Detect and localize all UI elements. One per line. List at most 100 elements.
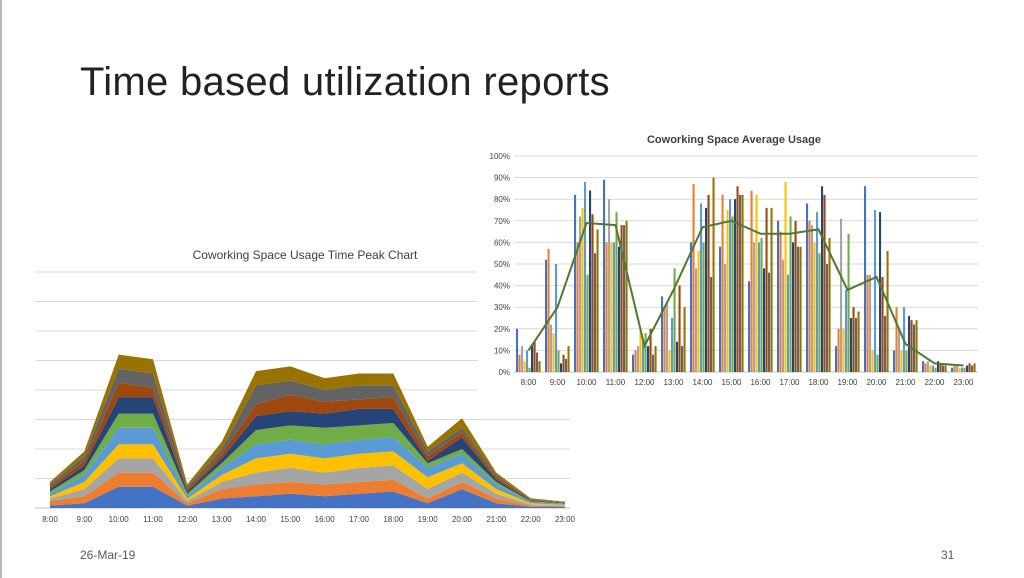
footer-date: 26-Mar-19 [80,548,136,562]
bar [741,194,744,372]
bar [707,194,710,372]
x-tick-label: 23:00 [555,515,576,524]
bar [620,225,623,372]
bar [760,238,763,372]
bar [523,361,526,372]
bar [721,194,724,372]
bar [576,242,579,372]
bar [712,177,715,372]
x-tick-label: 16:00 [750,378,771,387]
bar [753,242,756,372]
x-tick-label: 20:00 [866,378,887,387]
bar [924,363,927,372]
x-tick-label: 9:00 [77,515,93,524]
bar [900,350,903,372]
bar [850,318,853,372]
bar [673,268,676,372]
area-series-6 [50,413,565,504]
bar [697,251,700,372]
bar [557,350,560,372]
bar [855,318,858,372]
bar [905,350,908,372]
bar [755,194,758,372]
bar [908,315,911,372]
bar [968,363,971,372]
bar [726,210,729,372]
bar [666,302,669,372]
y-tick-label: 70% [494,217,510,226]
area-series-1 [50,486,565,508]
bar [661,296,664,372]
area-series-2 [50,472,565,507]
x-tick-label: 16:00 [315,515,336,524]
bar [922,361,925,372]
bar [864,186,867,372]
slide-title: Time based utilization reports [80,60,610,104]
bar [516,328,519,372]
bar [777,220,780,372]
bar [692,184,695,372]
bar [637,346,640,372]
bar [852,307,855,372]
bar [649,328,652,372]
bar [953,365,956,372]
bar [596,229,599,372]
bar [608,199,611,372]
bar [605,242,608,372]
x-tick-label: 8:00 [521,378,537,387]
bar [973,363,976,372]
bar [729,199,732,372]
bar [654,346,657,372]
bar [811,225,814,372]
y-tick-label: 20% [494,325,510,334]
area-series-7 [50,397,565,504]
bar [567,346,570,372]
bar [971,365,974,372]
bar [647,346,650,372]
bar [719,246,722,372]
bar [663,307,666,372]
bar [702,242,705,372]
average-usage-chart: Coworking Space Average Usage 0% 10% 20% 30… [478,126,990,394]
y-tick-label: 10% [494,346,510,355]
x-tick-label: 15:00 [280,515,301,524]
bar [797,246,800,372]
bar [536,352,539,372]
bar [565,359,568,372]
bar [591,214,594,372]
bar [547,248,550,372]
bar [531,346,534,372]
bar [874,210,877,372]
x-tick-label: 11:00 [143,515,163,524]
page-number: 31 [941,548,955,562]
bar [826,264,829,372]
bar [579,216,582,372]
bar [526,350,529,372]
bar [671,318,674,372]
x-tick-label: 22:00 [521,515,542,524]
area-series-9 [50,368,565,503]
bar [929,365,932,372]
bar [823,194,826,372]
bar [898,328,901,372]
bar [794,220,797,372]
bar [886,251,889,372]
x-tick-label: 19:00 [837,378,858,387]
y-tick-label: 60% [494,238,510,247]
bar [560,363,563,372]
x-tick-label: 13:00 [663,378,684,387]
bar [789,216,792,372]
y-tick-label: 80% [494,195,510,204]
bar [837,328,840,372]
bar [813,242,816,372]
bar [951,367,954,372]
usage-peak-chart-title: Coworking Space Usage Time Peak Chart [192,248,418,262]
bar [562,354,565,372]
bar [552,333,555,372]
bar [770,207,773,372]
bar [545,259,548,372]
bar [792,242,795,372]
x-tick-label: 21:00 [895,378,916,387]
y-tick-label: 30% [494,303,510,312]
x-tick-label: 15:00 [721,378,742,387]
